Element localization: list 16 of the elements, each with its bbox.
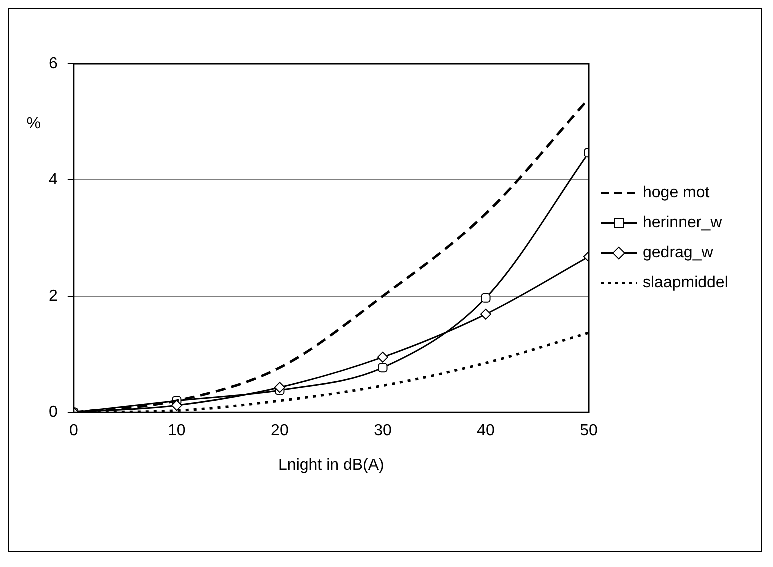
y-axis-title: %	[26, 115, 42, 132]
x-tick-label: 0	[69, 422, 78, 440]
x-tick-label: 50	[580, 422, 598, 440]
legend-label: hoge mot	[643, 184, 710, 202]
x-tick-label: 40	[477, 422, 495, 440]
legend-label: slaapmiddel	[643, 274, 728, 292]
y-tick-label: 6	[48, 55, 58, 72]
x-tick-label: 20	[271, 422, 289, 440]
x-tick-label: 30	[374, 422, 392, 440]
y-tick-label: 4	[48, 172, 58, 189]
legend-label: gedrag_w	[643, 244, 714, 262]
y-tick-label: 0	[48, 404, 58, 422]
x-tick-label: 10	[168, 422, 186, 440]
legend-label: herinner_w	[643, 214, 723, 232]
x-axis-title: Lnight in dB(A)	[278, 456, 384, 474]
y-tick-label: 2	[48, 288, 58, 305]
